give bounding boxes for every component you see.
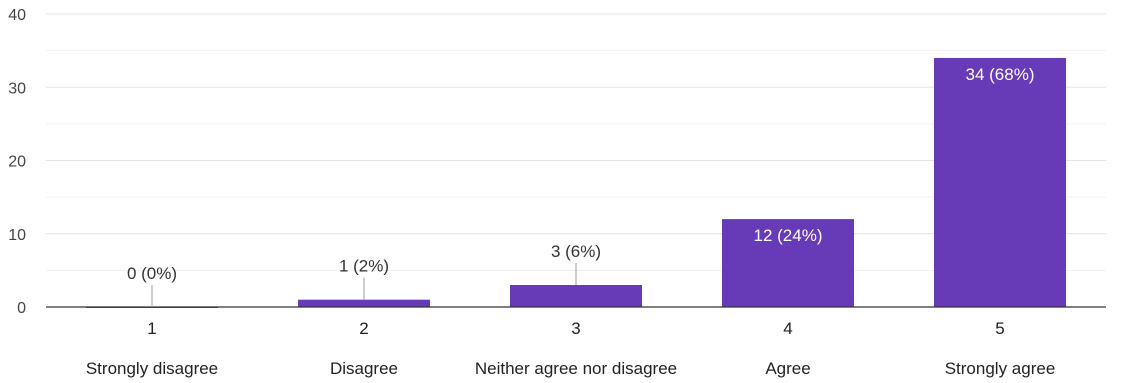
x-axis-labels: 1 Strongly disagree 2 Disagree 3 Neither agre… [86, 319, 1055, 378]
x-category-description: Neither agree nor disagree [475, 359, 677, 378]
data-label: 0 (0%) [127, 264, 177, 283]
x-category-description: Agree [765, 359, 810, 378]
x-category-description: Strongly agree [945, 359, 1056, 378]
x-category-description: Disagree [330, 359, 398, 378]
data-label: 3 (6%) [551, 242, 601, 261]
data-label: 12 (24%) [754, 226, 823, 245]
x-tick-label: 4 [783, 319, 792, 338]
x-tick-label: 1 [147, 319, 156, 338]
grid-lines [46, 13, 1106, 271]
y-tick-label: 20 [8, 154, 26, 171]
bar-3 [510, 285, 642, 307]
data-label: 34 (68%) [966, 65, 1035, 84]
bars [86, 57, 1066, 308]
bar-4 [722, 219, 854, 307]
x-tick-label: 3 [571, 319, 580, 338]
y-tick-label: 10 [8, 227, 26, 244]
y-tick-label: 0 [17, 300, 26, 317]
x-category-description: Strongly disagree [86, 359, 218, 378]
data-labels: 0 (0%) 1 (2%) 3 (6%) 12 (24%) 34 (68%) [127, 65, 1035, 307]
data-label: 1 (2%) [339, 257, 389, 276]
y-tick-label: 30 [8, 80, 26, 97]
bar-5 [934, 57, 1066, 308]
y-tick-label: 40 [8, 7, 26, 24]
y-axis-ticks: 0 10 20 30 40 [8, 7, 26, 317]
x-tick-label: 5 [995, 319, 1004, 338]
bar-2 [298, 299, 430, 307]
x-tick-label: 2 [359, 319, 368, 338]
